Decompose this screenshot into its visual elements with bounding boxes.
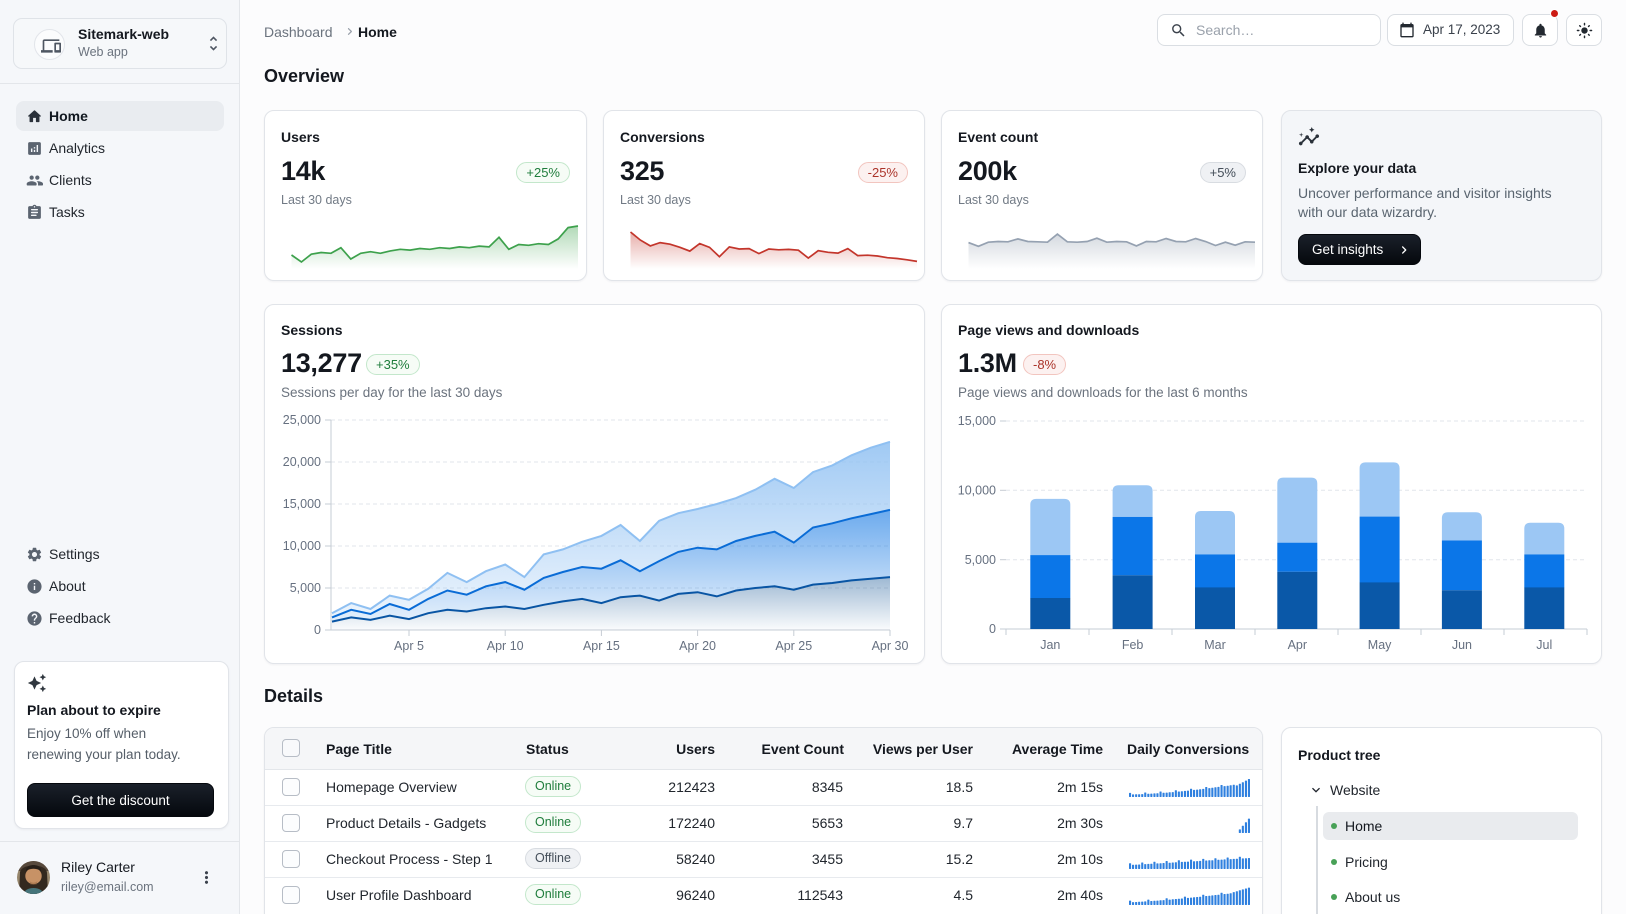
svg-text:May: May xyxy=(1368,638,1392,652)
svg-text:0: 0 xyxy=(989,622,996,636)
svg-text:Apr 30: Apr 30 xyxy=(872,639,909,653)
svg-text:Apr 25: Apr 25 xyxy=(775,639,812,653)
svg-text:25,000: 25,000 xyxy=(283,413,321,427)
svg-text:5,000: 5,000 xyxy=(290,581,321,595)
svg-text:20,000: 20,000 xyxy=(283,455,321,469)
svg-text:Apr: Apr xyxy=(1288,638,1307,652)
svg-text:5,000: 5,000 xyxy=(965,553,996,567)
svg-text:15,000: 15,000 xyxy=(958,414,996,428)
svg-text:15,000: 15,000 xyxy=(283,497,321,511)
svg-text:0: 0 xyxy=(314,623,321,637)
svg-text:Feb: Feb xyxy=(1122,638,1144,652)
svg-text:Jun: Jun xyxy=(1452,638,1472,652)
svg-text:10,000: 10,000 xyxy=(283,539,321,553)
svg-text:Mar: Mar xyxy=(1204,638,1226,652)
svg-text:Apr 15: Apr 15 xyxy=(583,639,620,653)
svg-text:Apr 5: Apr 5 xyxy=(394,639,424,653)
svg-text:Jan: Jan xyxy=(1040,638,1060,652)
svg-text:Jul: Jul xyxy=(1536,638,1552,652)
svg-text:Apr 10: Apr 10 xyxy=(487,639,524,653)
svg-text:10,000: 10,000 xyxy=(958,484,996,498)
svg-text:Apr 20: Apr 20 xyxy=(679,639,716,653)
